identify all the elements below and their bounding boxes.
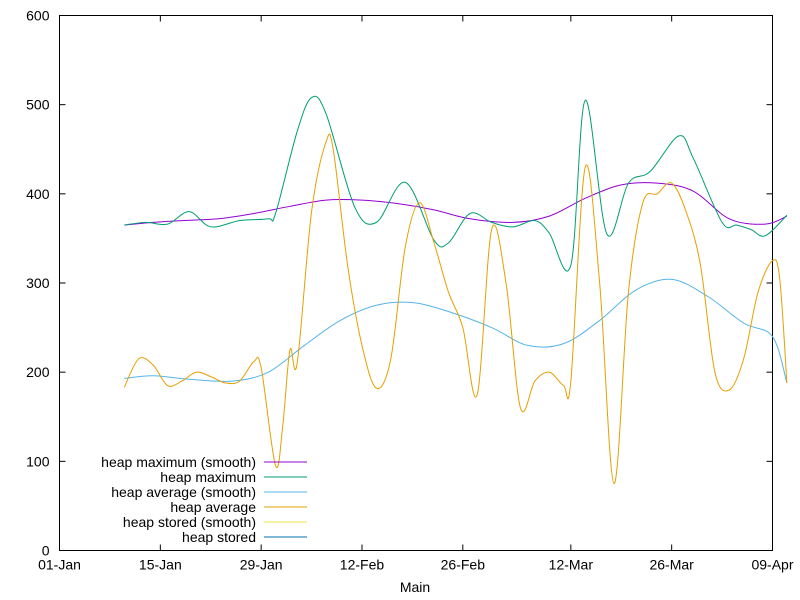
- x-tick-label: 29-Jan: [240, 557, 283, 573]
- y-tick-label: 300: [26, 275, 50, 291]
- legend-label-4: heap stored (smooth): [123, 514, 256, 530]
- x-tick-label: 26-Feb: [441, 557, 486, 573]
- legend-label-0: heap maximum (smooth): [101, 454, 256, 470]
- legend-label-3: heap average: [170, 499, 256, 515]
- x-tick-label: 12-Feb: [340, 557, 385, 573]
- x-tick-label: 09-Apr: [751, 557, 793, 573]
- legend-label-5: heap stored: [182, 529, 256, 545]
- x-tick-label: 26-Mar: [649, 557, 694, 573]
- series-line-1: [124, 95, 788, 272]
- y-tick-label: 500: [26, 97, 50, 113]
- x-tick-label: 15-Jan: [139, 557, 182, 573]
- y-tick-label: 200: [26, 364, 50, 380]
- y-tick-label: 0: [42, 543, 50, 559]
- x-tick-label: 01-Jan: [38, 557, 81, 573]
- series-line-0: [124, 182, 788, 226]
- x-axis-label: Main: [400, 579, 430, 595]
- x-axis: 01-Jan 15-Jan 29-Jan 12-Feb 26-Feb 12-Mar 26-M…: [38, 15, 794, 573]
- legend-label-2: heap average (smooth): [111, 484, 256, 500]
- y-tick-label: 600: [26, 8, 50, 24]
- series-line-2: [124, 278, 788, 384]
- y-tick-label: 400: [26, 186, 50, 202]
- series-layer: [123, 95, 788, 485]
- y-tick-label: 100: [26, 453, 50, 469]
- x-tick-label: 12-Mar: [549, 557, 594, 573]
- series-line-3: [123, 133, 788, 485]
- legend-label-1: heap maximum: [160, 469, 256, 485]
- y-axis: 0 100 200 300 400 500 600: [26, 8, 773, 559]
